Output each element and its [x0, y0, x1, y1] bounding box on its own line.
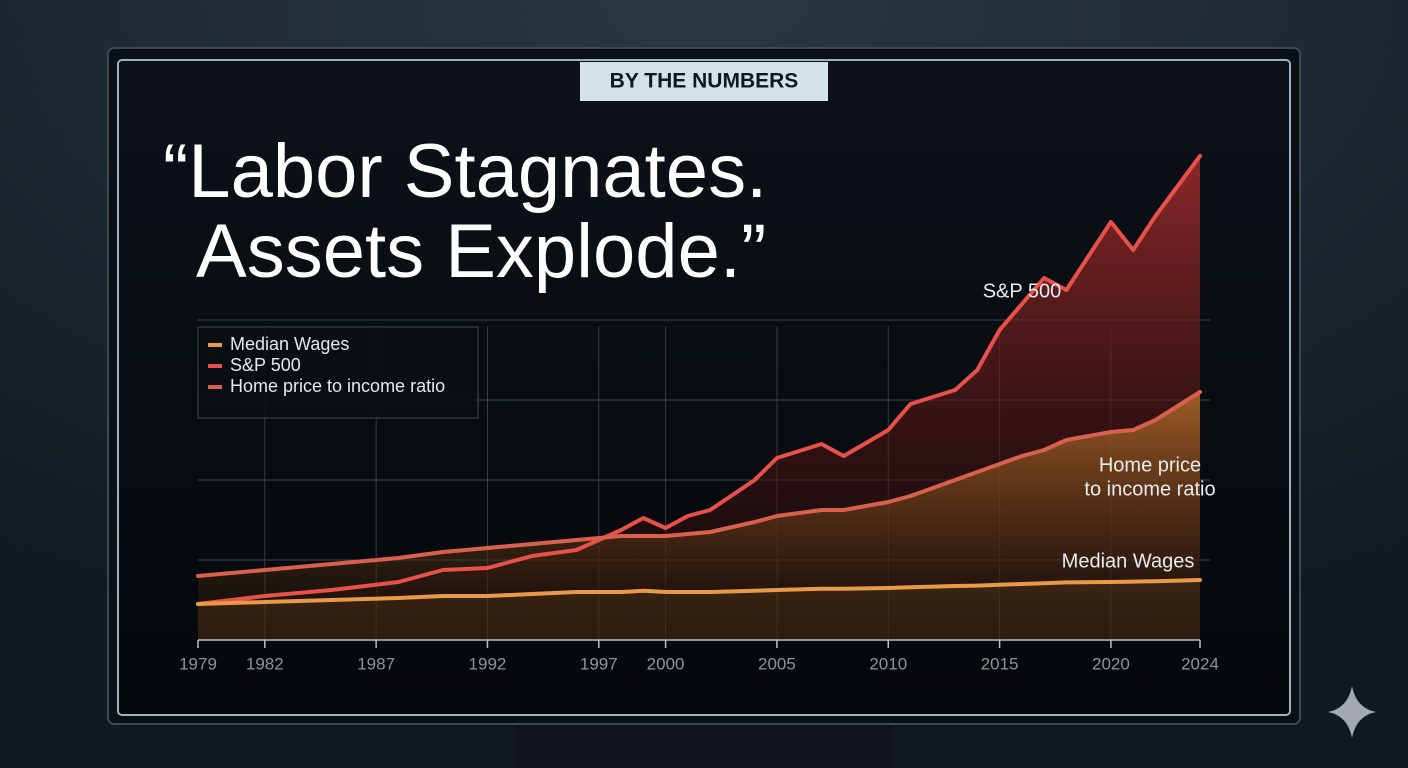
sparkle-icon [1328, 686, 1376, 738]
legend-box [197, 326, 479, 419]
x-tick-label: 2020 [1092, 654, 1130, 673]
stand [516, 724, 892, 768]
x-tick-label: 1987 [357, 654, 395, 673]
line [196, 578, 1202, 606]
badge: BY THE NUMBERS [610, 70, 799, 93]
line [196, 390, 1202, 578]
x-tick-label: 2005 [758, 654, 796, 673]
legend-label: S&P 500 [230, 355, 301, 375]
annotation: Home price [1099, 454, 1201, 476]
plot: 1979 1982 1987 1992 1997 2000 2005 2010 2015 2020… [179, 154, 1219, 673]
title-line: “Labor Stagnates. [163, 129, 767, 214]
area [198, 392, 1200, 640]
x-tick-label: 1997 [580, 654, 618, 673]
area [198, 580, 1200, 640]
x-tick-label: 1979 [179, 654, 217, 673]
badge-box [580, 62, 828, 101]
x-tick-label: 2010 [869, 654, 907, 673]
annotation: to income ratio [1084, 478, 1215, 500]
legend-label: Home price to income ratio [230, 376, 445, 396]
line [196, 154, 1202, 606]
annotation: S&P 500 [983, 280, 1062, 302]
x-tick-label: 2024 [1181, 654, 1219, 673]
x-tick-label: 2000 [647, 654, 685, 673]
x-tick-label: 1992 [469, 654, 507, 673]
title-line: Assets Explode.” [196, 209, 766, 294]
x-tick-label: 1982 [246, 654, 284, 673]
legend-label: Median Wages [230, 334, 349, 354]
x-tick-label: 2015 [981, 654, 1019, 673]
annotation: Median Wages [1062, 550, 1195, 572]
